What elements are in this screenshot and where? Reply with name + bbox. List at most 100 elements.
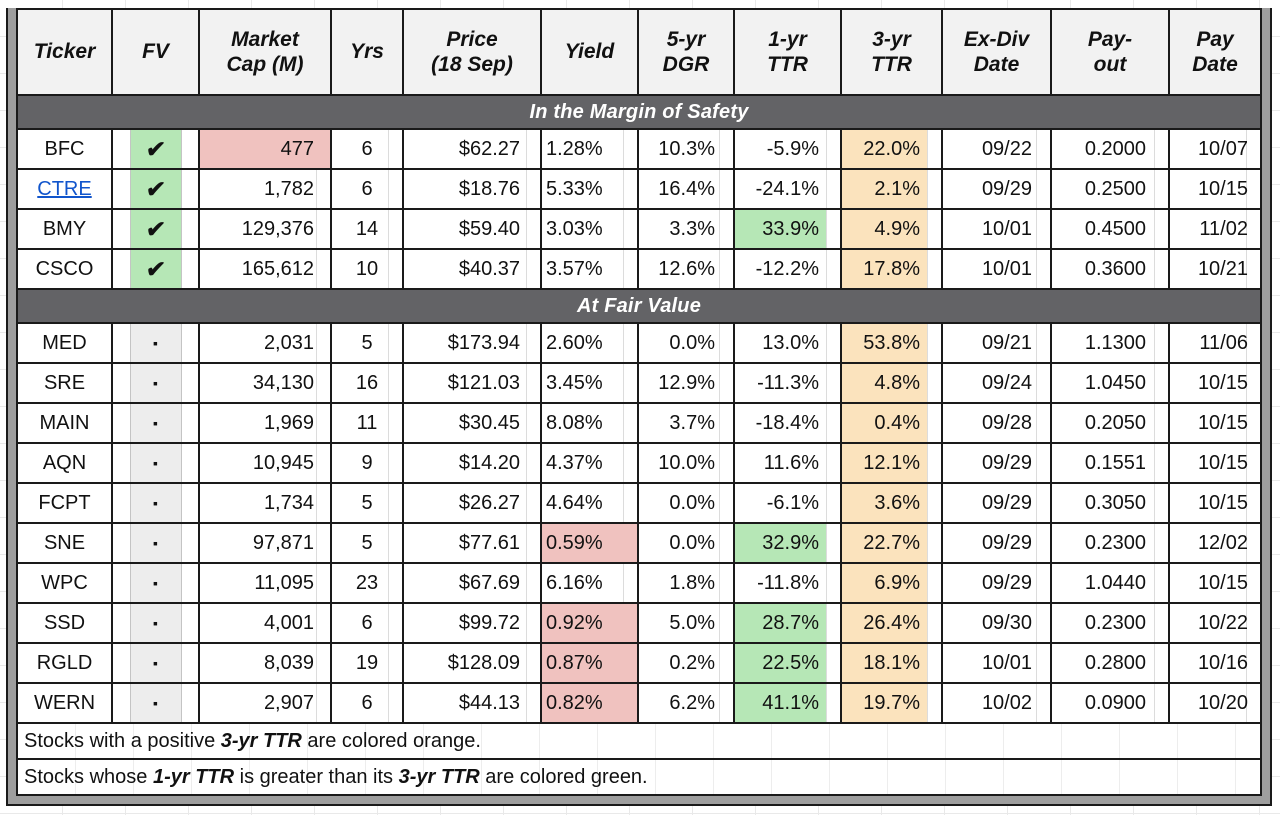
cell-payout: 0.2300 bbox=[1050, 522, 1170, 564]
footnote-fragment: Stocks whose bbox=[24, 765, 153, 788]
ticker-label: WPC bbox=[41, 571, 88, 594]
cell-yield: 1.28% bbox=[540, 128, 639, 170]
cell-payout: 1.0450 bbox=[1050, 362, 1170, 404]
cell-dgr5: 0.0% bbox=[637, 482, 735, 524]
table-outer-frame: Ticker FV Market Cap (M) Yrs Price (18 Sep) Y… bbox=[6, 8, 1272, 806]
ticker-label: MAIN bbox=[39, 411, 90, 434]
square-icon: ▪ bbox=[153, 335, 158, 351]
ticker-label: SNE bbox=[43, 531, 86, 554]
cell-exdiv: 09/29 bbox=[941, 482, 1052, 524]
ticker-link-ctre[interactable]: CTRE bbox=[37, 177, 92, 200]
cell-ttr3: 3.6% bbox=[840, 482, 943, 524]
cell-exdiv: 09/29 bbox=[941, 562, 1052, 604]
cell-exdiv: 09/29 bbox=[941, 168, 1052, 210]
ticker-label: FCPT bbox=[38, 491, 91, 514]
ticker-label: SRE bbox=[43, 371, 86, 394]
cell-ttr1: -5.9% bbox=[733, 128, 842, 170]
cell-mcap: 477 bbox=[198, 128, 332, 170]
cell-ticker: RGLD bbox=[16, 642, 113, 684]
cell-yrs: 9 bbox=[330, 442, 404, 484]
cell-ticker: MED bbox=[16, 322, 113, 364]
cell-fv: ▪ bbox=[111, 522, 200, 564]
cell-ttr1: -11.8% bbox=[733, 562, 842, 604]
cell-ttr1: -6.1% bbox=[733, 482, 842, 524]
cell-fv: ▪ bbox=[111, 682, 200, 724]
cell-ticker: CTRE bbox=[16, 168, 113, 210]
cell-paydate: 10/15 bbox=[1168, 362, 1262, 404]
cell-yrs: 5 bbox=[330, 522, 404, 564]
square-icon: ▪ bbox=[153, 455, 158, 471]
cell-mcap: 1,969 bbox=[198, 402, 332, 444]
cell-price: $44.13 bbox=[402, 682, 542, 724]
footnote-term: 3-yr TTR bbox=[398, 765, 480, 788]
footnote-row-1: Stocks with a positive 3-yr TTR are colo… bbox=[16, 722, 1262, 760]
square-icon: ▪ bbox=[153, 615, 158, 631]
cell-dgr5: 5.0% bbox=[637, 602, 735, 644]
cell-yield: 0.92% bbox=[540, 602, 639, 644]
cell-fv: ▪ bbox=[111, 602, 200, 644]
cell-payout: 0.3050 bbox=[1050, 482, 1170, 524]
footnote-text: Stocks whose 1-yr TTR is greater than it… bbox=[16, 758, 1262, 796]
section-row: In the Margin of Safety bbox=[16, 94, 1262, 130]
ticker-label: BFC bbox=[44, 137, 85, 160]
cell-exdiv: 09/24 bbox=[941, 362, 1052, 404]
cell-ticker: BFC bbox=[16, 128, 113, 170]
table-gray-frame: Ticker FV Market Cap (M) Yrs Price (18 Sep) Y… bbox=[8, 8, 1270, 804]
cell-fv: ▪ bbox=[111, 362, 200, 404]
cell-mcap: 129,376 bbox=[198, 208, 332, 250]
cell-mcap: 2,031 bbox=[198, 322, 332, 364]
cell-ttr3: 12.1% bbox=[840, 442, 943, 484]
cell-yield: 4.37% bbox=[540, 442, 639, 484]
cell-yrs: 16 bbox=[330, 362, 404, 404]
stock-row-main: MAIN ▪ 1,969 11 $30.45 8.08% 3.7% -18.4% 0.4% 09/… bbox=[16, 402, 1262, 444]
cell-exdiv: 09/21 bbox=[941, 322, 1052, 364]
cell-yrs: 6 bbox=[330, 682, 404, 724]
ticker-label: RGLD bbox=[36, 651, 93, 674]
cell-dgr5: 12.9% bbox=[637, 362, 735, 404]
square-icon: ▪ bbox=[153, 655, 158, 671]
cell-yield: 6.16% bbox=[540, 562, 639, 604]
cell-ttr3: 4.8% bbox=[840, 362, 943, 404]
cell-paydate: 10/22 bbox=[1168, 602, 1262, 644]
cell-ticker: SSD bbox=[16, 602, 113, 644]
cell-fv: ▪ bbox=[111, 442, 200, 484]
cell-dgr5: 10.0% bbox=[637, 442, 735, 484]
cell-yrs: 19 bbox=[330, 642, 404, 684]
cell-exdiv: 09/29 bbox=[941, 522, 1052, 564]
cell-mcap: 8,039 bbox=[198, 642, 332, 684]
stock-row-ssd: SSD ▪ 4,001 6 $99.72 0.92% 5.0% 28.7% 26.4% 09/30… bbox=[16, 602, 1262, 644]
table-header: Ticker FV Market Cap (M) Yrs Price (18 Sep) Y… bbox=[16, 8, 1262, 96]
cell-ttr3: 0.4% bbox=[840, 402, 943, 444]
footnote-fragment: are colored orange. bbox=[301, 729, 481, 752]
cell-ttr1: -12.2% bbox=[733, 248, 842, 290]
dividend-stock-table: Ticker FV Market Cap (M) Yrs Price (18 Sep) Y… bbox=[16, 8, 1262, 796]
cell-ticker: SRE bbox=[16, 362, 113, 404]
check-icon: ✔ bbox=[144, 135, 167, 162]
ticker-label: WERN bbox=[33, 691, 96, 714]
cell-payout: 0.0900 bbox=[1050, 682, 1170, 724]
ticker-label: BMY bbox=[42, 217, 87, 240]
cell-dgr5: 16.4% bbox=[637, 168, 735, 210]
cell-exdiv: 10/02 bbox=[941, 682, 1052, 724]
cell-yield: 0.82% bbox=[540, 682, 639, 724]
cell-fv: ▪ bbox=[111, 482, 200, 524]
cell-ttr3: 22.7% bbox=[840, 522, 943, 564]
cell-ttr1: -18.4% bbox=[733, 402, 842, 444]
cell-paydate: 10/07 bbox=[1168, 128, 1262, 170]
cell-payout: 0.4500 bbox=[1050, 208, 1170, 250]
cell-ticker: WERN bbox=[16, 682, 113, 724]
cell-paydate: 10/15 bbox=[1168, 562, 1262, 604]
cell-price: $173.94 bbox=[402, 322, 542, 364]
square-icon: ▪ bbox=[153, 375, 158, 391]
cell-fv: ▪ bbox=[111, 642, 200, 684]
cell-paydate: 10/15 bbox=[1168, 482, 1262, 524]
cell-mcap: 165,612 bbox=[198, 248, 332, 290]
column-header-ticker: Ticker bbox=[16, 8, 113, 96]
footnote-text: Stocks with a positive 3-yr TTR are colo… bbox=[16, 722, 1262, 760]
square-icon: ▪ bbox=[153, 575, 158, 591]
table-body: In the Margin of Safety BFC ✔ 477 6 $62.27 1.2… bbox=[16, 94, 1262, 796]
square-icon: ▪ bbox=[153, 495, 158, 511]
cell-ttr3: 53.8% bbox=[840, 322, 943, 364]
cell-dgr5: 0.2% bbox=[637, 642, 735, 684]
cell-fv: ▪ bbox=[111, 322, 200, 364]
